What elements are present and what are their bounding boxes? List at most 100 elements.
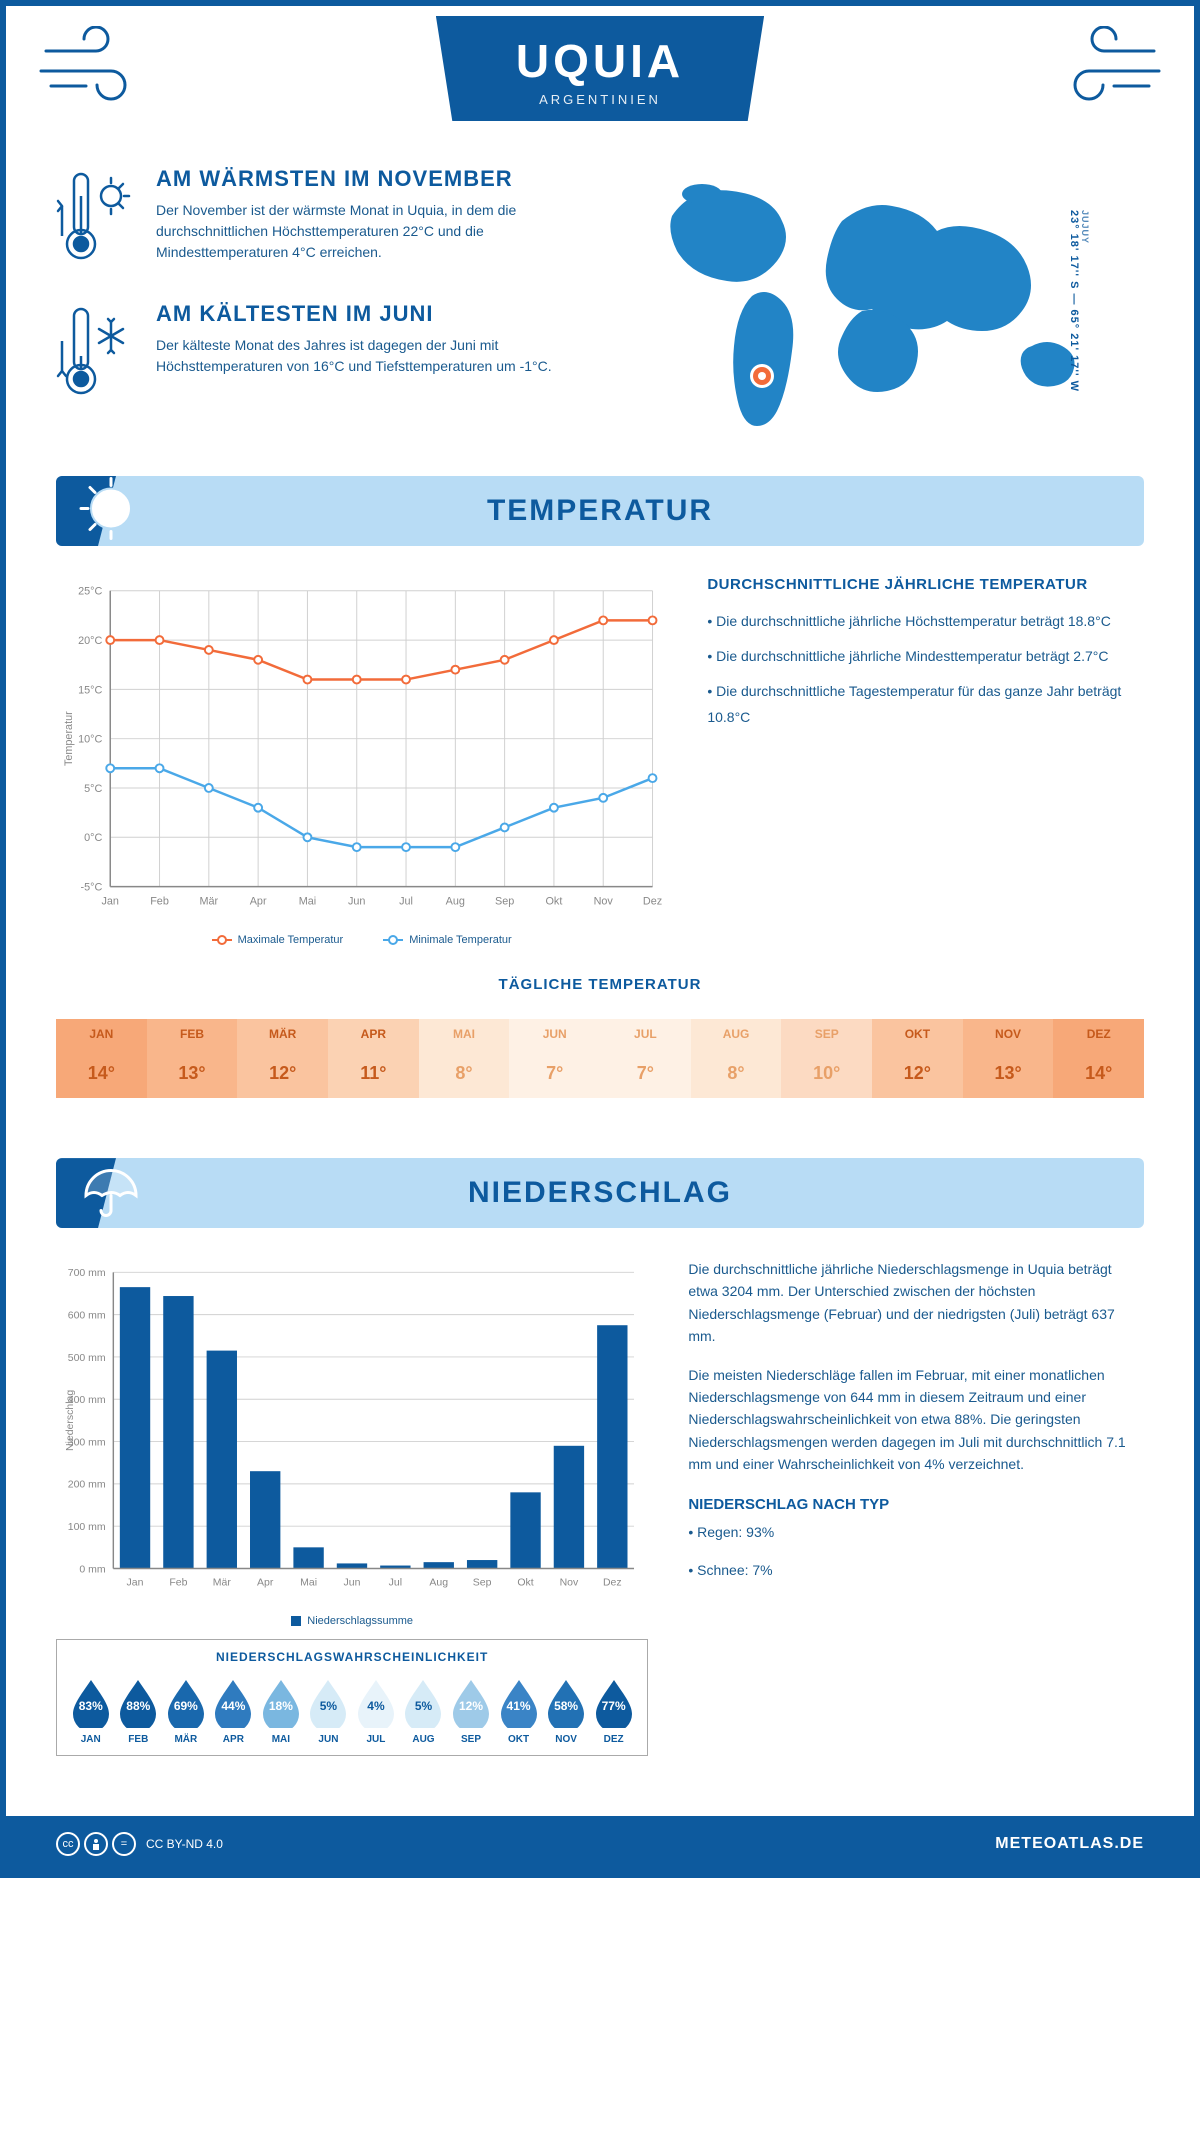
daily-temp-cell: NOV 13°: [963, 1009, 1054, 1108]
cc-icons: cc =: [56, 1832, 136, 1856]
svg-text:Feb: Feb: [150, 895, 169, 907]
daily-temp-grid: JAN 14° FEB 13° MÄR 12° APR 11° MAI 8° J…: [56, 1009, 1144, 1108]
coords-value: 23° 18' 17'' S — 65° 21' 17'' W: [1068, 210, 1080, 392]
svg-text:200 mm: 200 mm: [68, 1479, 106, 1491]
daily-temp-cell: MÄR 12°: [237, 1009, 328, 1108]
svg-text:Dez: Dez: [643, 895, 662, 907]
by-icon: [84, 1832, 108, 1856]
precip-snow: • Schnee: 7%: [688, 1559, 1144, 1581]
daily-temp-cell: APR 11°: [328, 1009, 419, 1108]
precipitation-info: Die durchschnittliche jährliche Niedersc…: [688, 1258, 1144, 1756]
precipitation-section: 0 mm100 mm200 mm300 mm400 mm500 mm600 mm…: [56, 1258, 1144, 1756]
page: UQUIA ARGENTINIEN AM WÄRMSTEN IM NOVEMBE…: [0, 0, 1200, 1878]
svg-text:Jan: Jan: [127, 1577, 144, 1589]
intro-facts: AM WÄRMSTEN IM NOVEMBER Der November ist…: [56, 166, 580, 436]
precip-text-2: Die meisten Niederschläge fallen im Febr…: [688, 1364, 1144, 1476]
svg-text:Nov: Nov: [594, 895, 614, 907]
svg-text:Jan: Jan: [102, 895, 119, 907]
temperature-chart: -5°C0°C5°C10°C15°C20°C25°CJanFebMärAprMa…: [56, 576, 667, 946]
country-label: ARGENTINIEN: [516, 92, 684, 107]
probability-cell: 4% JUL: [352, 1676, 400, 1745]
umbrella-icon: [76, 1158, 146, 1228]
nd-icon: =: [112, 1832, 136, 1856]
temp-info-title: DURCHSCHNITTLICHE JÄHRLICHE TEMPERATUR: [707, 576, 1144, 593]
svg-text:100 mm: 100 mm: [68, 1521, 106, 1533]
svg-text:Sep: Sep: [495, 895, 514, 907]
daily-temp-cell: FEB 13°: [147, 1009, 238, 1108]
daily-temp-cell: JAN 14°: [56, 1009, 147, 1108]
svg-text:600 mm: 600 mm: [68, 1310, 106, 1322]
probability-cell: 5% AUG: [400, 1676, 448, 1745]
probability-cell: 12% SEP: [447, 1676, 495, 1745]
svg-text:25°C: 25°C: [78, 586, 102, 598]
world-map: [620, 166, 1144, 426]
map-container: JUJUY 23° 18' 17'' S — 65° 21' 17'' W: [620, 166, 1144, 436]
svg-text:Aug: Aug: [446, 895, 465, 907]
daily-temp-cell: JUL 7°: [600, 1009, 691, 1108]
svg-text:Sep: Sep: [473, 1577, 492, 1589]
probability-box: NIEDERSCHLAGSWAHRSCHEINLICHKEIT 83% JAN …: [56, 1639, 648, 1756]
temp-bullet-2: • Die durchschnittliche Tagestemperatur …: [707, 679, 1144, 729]
temp-bullet-0: • Die durchschnittliche jährliche Höchst…: [707, 609, 1144, 634]
svg-text:Aug: Aug: [429, 1577, 448, 1589]
svg-text:500 mm: 500 mm: [68, 1352, 106, 1364]
svg-text:10°C: 10°C: [78, 734, 102, 746]
warm-fact-text: AM WÄRMSTEN IM NOVEMBER Der November ist…: [156, 166, 580, 271]
svg-text:Nov: Nov: [560, 1577, 579, 1589]
temp-legend: Maximale Temperatur Minimale Temperatur: [56, 934, 667, 946]
license-text: CC BY-ND 4.0: [146, 1837, 223, 1851]
wind-icon-left: [36, 26, 146, 111]
svg-text:Mär: Mär: [213, 1577, 232, 1589]
probability-cell: 5% JUN: [305, 1676, 353, 1745]
probability-cell: 88% FEB: [115, 1676, 163, 1745]
cold-fact-text: AM KÄLTESTEN IM JUNI Der kälteste Monat …: [156, 301, 580, 406]
probability-grid: 83% JAN 88% FEB 69% MÄR 44% APR: [67, 1676, 637, 1745]
probability-cell: 77% DEZ: [590, 1676, 638, 1745]
svg-text:Okt: Okt: [517, 1577, 533, 1589]
probability-cell: 41% OKT: [495, 1676, 543, 1745]
wind-icon-right: [1054, 26, 1164, 111]
svg-text:15°C: 15°C: [78, 684, 102, 696]
daily-temp-cell: JUN 7°: [509, 1009, 600, 1108]
daily-temp-cell: OKT 12°: [872, 1009, 963, 1108]
svg-text:0°C: 0°C: [84, 832, 102, 844]
temp-line-chart: -5°C0°C5°C10°C15°C20°C25°CJanFebMärAprMa…: [56, 576, 667, 921]
temperature-section: -5°C0°C5°C10°C15°C20°C25°CJanFebMärAprMa…: [56, 576, 1144, 946]
svg-text:Mai: Mai: [300, 1577, 317, 1589]
svg-text:Jul: Jul: [399, 895, 413, 907]
svg-text:Jun: Jun: [348, 895, 365, 907]
content: AM WÄRMSTEN IM NOVEMBER Der November ist…: [6, 166, 1194, 1816]
temperature-header: TEMPERATUR: [56, 476, 1144, 546]
thermometer-sun-icon: [56, 166, 136, 271]
legend-min: Minimale Temperatur: [383, 934, 512, 946]
coords-region: JUJUY: [1080, 210, 1090, 392]
daily-temp-cell: DEZ 14°: [1053, 1009, 1144, 1108]
precipitation-chart-container: 0 mm100 mm200 mm300 mm400 mm500 mm600 mm…: [56, 1258, 648, 1756]
svg-text:Mär: Mär: [200, 895, 219, 907]
precip-bar-chart: 0 mm100 mm200 mm300 mm400 mm500 mm600 mm…: [56, 1258, 648, 1602]
precipitation-header: NIEDERSCHLAG: [56, 1158, 1144, 1228]
svg-text:20°C: 20°C: [78, 635, 102, 647]
footer-site: METEOATLAS.DE: [995, 1835, 1144, 1853]
probability-cell: 83% JAN: [67, 1676, 115, 1745]
temperature-info: DURCHSCHNITTLICHE JÄHRLICHE TEMPERATUR •…: [707, 576, 1144, 946]
precip-type-title: NIEDERSCHLAG NACH TYP: [688, 1496, 1144, 1513]
probability-cell: 44% APR: [210, 1676, 258, 1745]
probability-cell: 18% MAI: [257, 1676, 305, 1745]
intro-section: AM WÄRMSTEN IM NOVEMBER Der November ist…: [56, 166, 1144, 436]
legend-precip: Niederschlagssumme: [291, 1615, 413, 1627]
svg-text:Niederschlag: Niederschlag: [64, 1390, 76, 1451]
daily-temp-cell: AUG 8°: [691, 1009, 782, 1108]
cold-title: AM KÄLTESTEN IM JUNI: [156, 301, 580, 327]
cold-desc: Der kälteste Monat des Jahres ist dagege…: [156, 335, 580, 377]
svg-text:Jun: Jun: [344, 1577, 361, 1589]
svg-text:Feb: Feb: [169, 1577, 187, 1589]
svg-text:Apr: Apr: [250, 895, 267, 907]
probability-title: NIEDERSCHLAGSWAHRSCHEINLICHKEIT: [67, 1650, 637, 1664]
svg-text:0 mm: 0 mm: [79, 1563, 106, 1575]
precipitation-title: NIEDERSCHLAG: [56, 1176, 1144, 1210]
svg-text:700 mm: 700 mm: [68, 1267, 106, 1279]
svg-text:Mai: Mai: [299, 895, 316, 907]
daily-temperature: TÄGLICHE TEMPERATUR JAN 14° FEB 13° MÄR …: [56, 976, 1144, 1108]
thermometer-snow-icon: [56, 301, 136, 406]
